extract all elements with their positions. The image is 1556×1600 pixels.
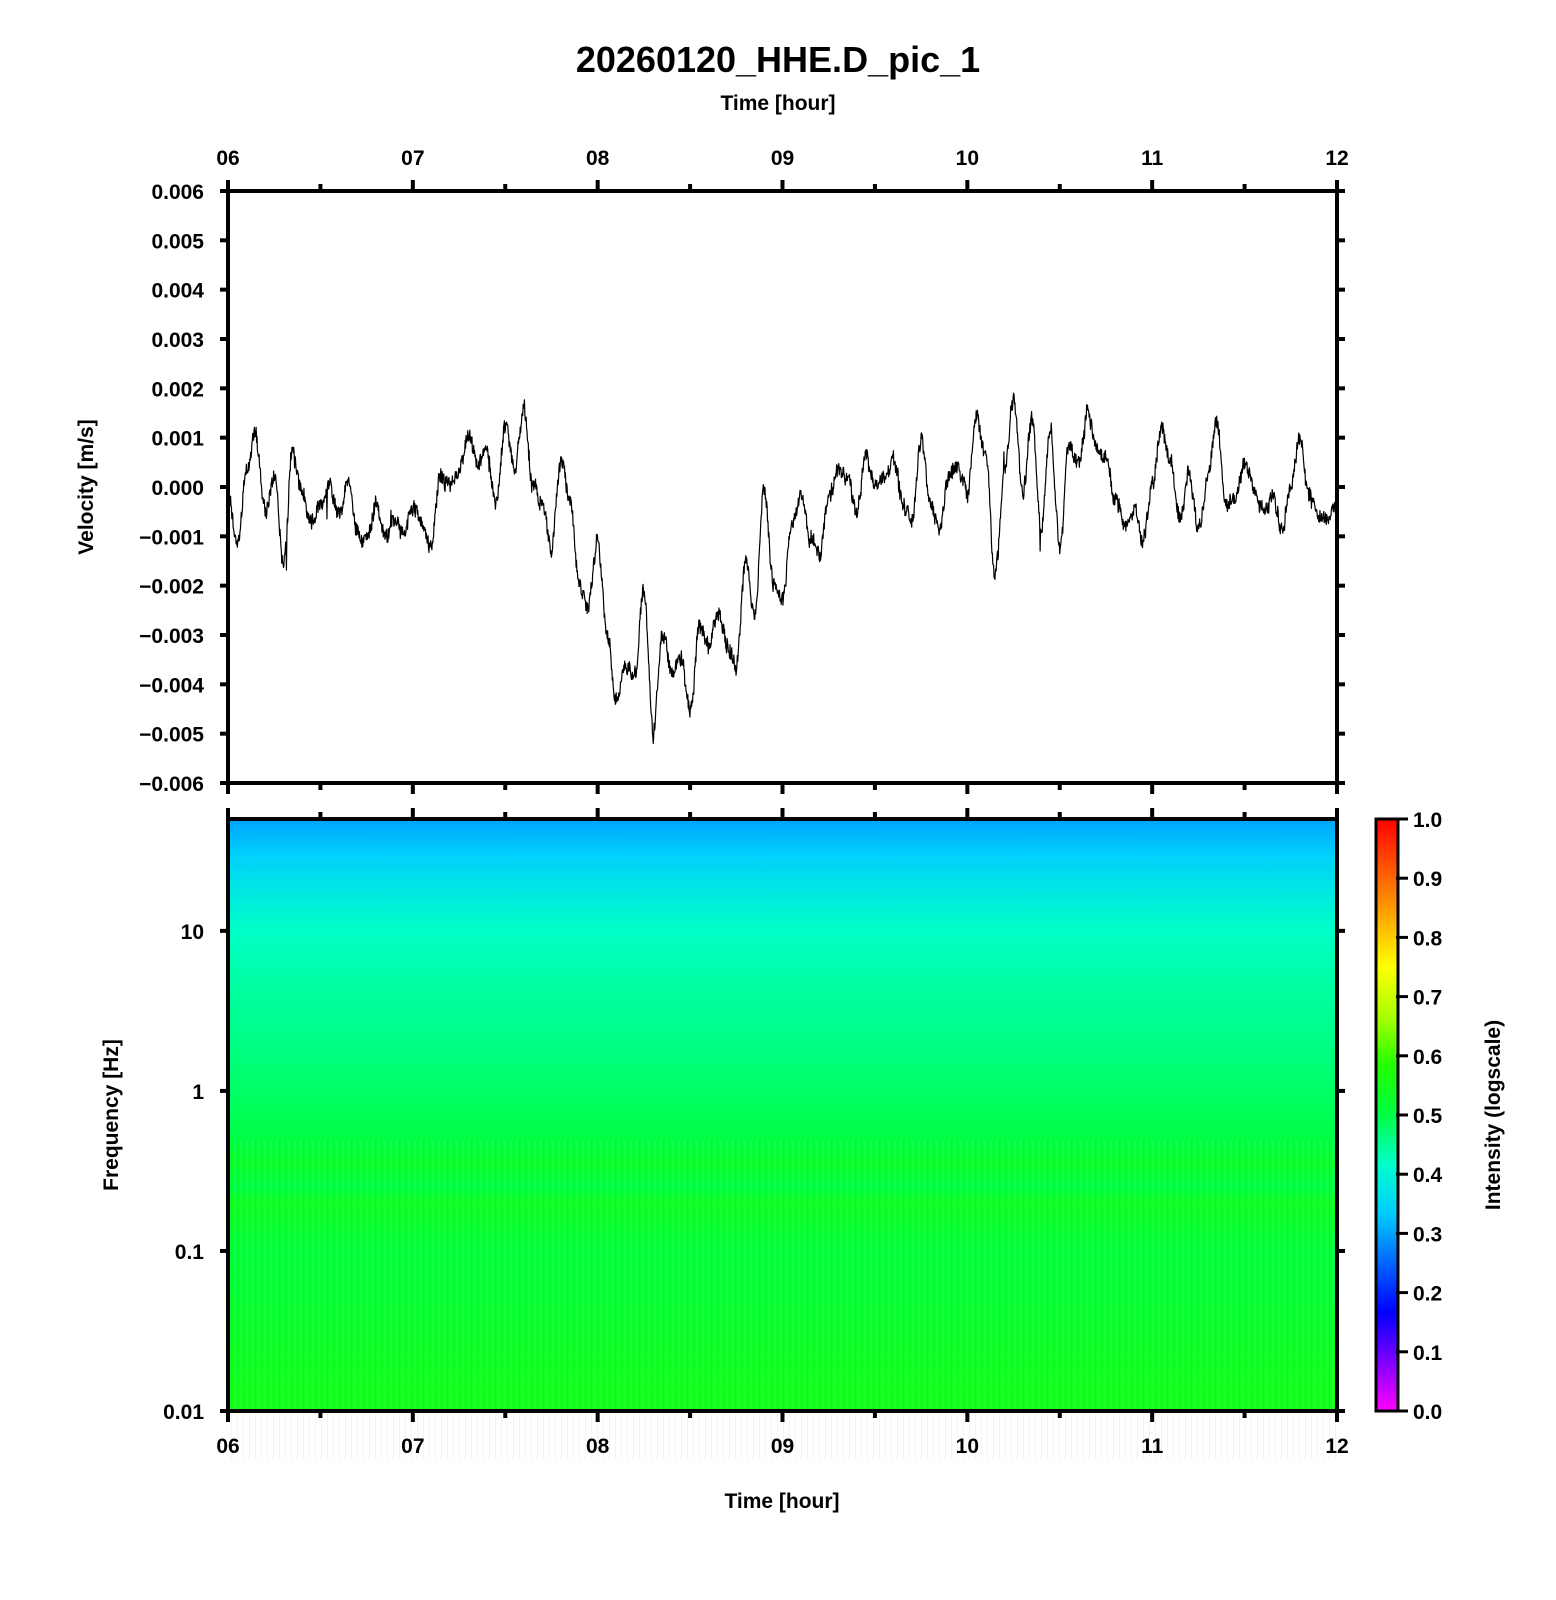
velocity-plot-area xyxy=(228,191,1337,783)
velocity-y-axis-label: Velocity [m/s] xyxy=(75,419,98,554)
freq-tick-label: 0.1 xyxy=(175,1241,205,1264)
freq-tick-label: 1 xyxy=(192,1081,204,1104)
colorbar-label: Intensity (logscale) xyxy=(1482,1020,1505,1210)
bottom-x-tick-label: 10 xyxy=(956,1435,979,1458)
y-tick-label: −0.006 xyxy=(139,773,204,796)
colorbar-tick-label: 0.7 xyxy=(1413,987,1442,1010)
colorbar-ticks: 1.0 0.9 0.8 0.7 0.6 0.5 0.4 0.3 0.2 0.1 0.0 xyxy=(1396,809,1443,1424)
y-tick-label: 0.006 xyxy=(151,181,204,204)
y-tick-label: 0.002 xyxy=(151,378,204,401)
y-tick-label: 0.001 xyxy=(151,428,204,451)
bottom-x-tick-label: 08 xyxy=(586,1435,610,1458)
y-tick-label: 0.004 xyxy=(151,280,204,303)
colorbar-tick-label: 0.8 xyxy=(1413,927,1443,950)
bottom-x-tick-label: 07 xyxy=(401,1435,424,1458)
y-tick-label: 0.003 xyxy=(151,329,204,352)
y-tick-label: 0.005 xyxy=(151,230,204,253)
frequency-y-axis-label: Frequency [Hz] xyxy=(100,1039,123,1191)
colorbar-tick-label: 0.5 xyxy=(1413,1105,1443,1128)
bottom-x-axis-label: Time [hour] xyxy=(724,1490,839,1513)
top-x-tick-label: 09 xyxy=(771,147,794,170)
top-x-tick-label: 11 xyxy=(1141,147,1164,170)
top-x-tick-label: 10 xyxy=(956,147,979,170)
top-x-tick-label: 06 xyxy=(216,147,239,170)
bottom-x-tick-label: 06 xyxy=(216,1435,239,1458)
colorbar-gradient xyxy=(1374,817,1400,1413)
colorbar-tick-label: 1.0 xyxy=(1413,809,1442,832)
y-tick-label: −0.005 xyxy=(139,724,204,747)
spectrogram-texture xyxy=(228,1140,1337,1460)
colorbar-tick-label: 0.1 xyxy=(1413,1342,1443,1365)
colorbar: 1.0 0.9 0.8 0.7 0.6 0.5 0.4 0.3 0.2 0.1 0.0 Intens… xyxy=(1374,809,1505,1424)
bottom-x-tick-label: 11 xyxy=(1141,1435,1164,1458)
y-tick-label: 0.000 xyxy=(151,477,204,500)
bottom-x-tick-label: 09 xyxy=(771,1435,794,1458)
top-x-tick-label: 07 xyxy=(401,147,424,170)
y-tick-label: −0.004 xyxy=(139,674,204,697)
velocity-panel: 0.006 0.005 0.004 0.003 0.002 0.001 0.000 −0.00… xyxy=(75,147,1349,796)
colorbar-tick-label: 0.0 xyxy=(1413,1401,1442,1424)
colorbar-tick-label: 0.4 xyxy=(1413,1164,1443,1187)
velocity-trace-line xyxy=(227,392,1338,745)
bottom-x-tick-label: 12 xyxy=(1325,1435,1348,1458)
top-x-tick-label: 12 xyxy=(1325,147,1348,170)
velocity-waveform xyxy=(227,392,1338,745)
colorbar-tick-label: 0.3 xyxy=(1413,1223,1442,1246)
freq-tick-label: 10 xyxy=(181,921,204,944)
spectrogram-ticks: 10 1 0.1 0.01 06 07 08 09 10 11 12 xyxy=(163,808,1349,1458)
freq-tick-label: 0.01 xyxy=(163,1401,204,1424)
y-tick-label: −0.002 xyxy=(139,576,204,599)
velocity-ticks: 0.006 0.005 0.004 0.003 0.002 0.001 0.000 −0.00… xyxy=(139,147,1349,796)
colorbar-tick-label: 0.2 xyxy=(1413,1283,1442,1306)
y-tick-label: −0.003 xyxy=(139,625,204,648)
top-x-tick-label: 08 xyxy=(586,147,610,170)
colorbar-tick-label: 0.6 xyxy=(1413,1046,1442,1069)
top-x-axis-label: Time [hour] xyxy=(720,92,835,115)
velocity-plot-frame xyxy=(226,189,1339,785)
chart-title: 20260120_HHE.D_pic_1 xyxy=(576,39,980,80)
y-tick-label: −0.001 xyxy=(139,526,204,549)
colorbar-tick-label: 0.9 xyxy=(1413,868,1442,891)
